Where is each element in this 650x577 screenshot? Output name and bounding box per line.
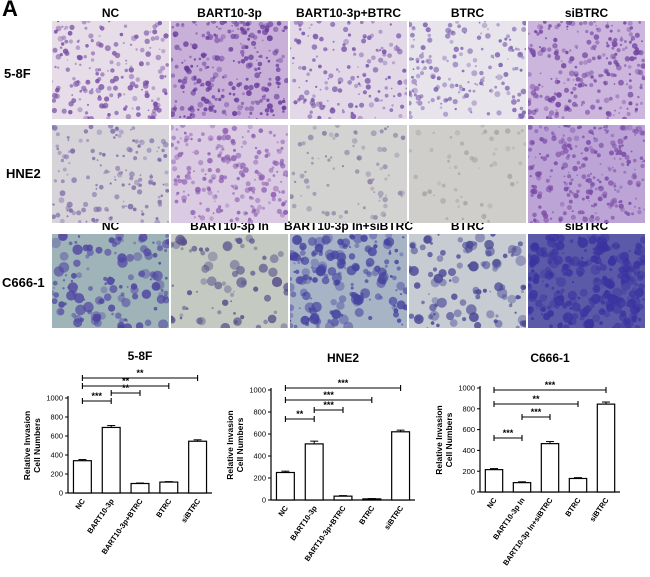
bar bbox=[333, 495, 353, 501]
x-tick-label: BART10-3p bbox=[288, 504, 319, 543]
significance-label: *** bbox=[323, 400, 334, 410]
x-tick-label: BTRC bbox=[563, 496, 583, 519]
bar bbox=[72, 460, 92, 494]
y-tick-label: 200 bbox=[462, 467, 475, 476]
y-tick-label: 800 bbox=[50, 413, 63, 422]
chart-canvas: C666-1 Relative InvasionCell Numbers 0 200 4… bbox=[434, 351, 620, 568]
x-tick-label: BART10-3p bbox=[85, 497, 116, 536]
bar-chart: HNE2 Relative InvasionCell Numbers 0 200 400… bbox=[225, 350, 430, 576]
column-label: BART10-3p bbox=[197, 6, 262, 20]
chart-canvas: 5-8F Relative InvasionCell Numbers 0 200 400… bbox=[22, 349, 212, 556]
x-tick-label: NC bbox=[73, 497, 87, 512]
row-label: HNE2 bbox=[6, 166, 41, 181]
y-tick-label: 600 bbox=[253, 430, 266, 439]
bar bbox=[596, 403, 616, 493]
micrograph-image bbox=[52, 125, 169, 223]
y-tick-label: 600 bbox=[50, 432, 63, 441]
micrograph-image bbox=[409, 234, 526, 328]
significance-label: ** bbox=[122, 376, 130, 386]
y-tick-label: 800 bbox=[462, 404, 475, 413]
y-tick-label: 400 bbox=[253, 452, 266, 461]
bar bbox=[304, 443, 324, 501]
micrograph-image bbox=[52, 21, 169, 119]
y-tick-label: 800 bbox=[253, 408, 266, 417]
bar-chart: C666-1 Relative InvasionCell Numbers 0 200 4… bbox=[428, 350, 648, 576]
x-tick-label: siBTRC bbox=[588, 496, 611, 524]
bar bbox=[512, 482, 532, 493]
y-tick-label: 400 bbox=[462, 446, 475, 455]
micrograph-image bbox=[290, 125, 407, 223]
bar bbox=[130, 482, 150, 494]
row-label: C666-1 bbox=[2, 275, 45, 290]
micrograph-image bbox=[171, 234, 288, 328]
row-label: 5-8F bbox=[4, 66, 31, 81]
significance-label: *** bbox=[92, 391, 103, 401]
significance-label: ** bbox=[136, 368, 144, 378]
significance-label: ** bbox=[532, 394, 540, 404]
y-tick-label: 200 bbox=[50, 470, 63, 479]
micrograph-image bbox=[528, 125, 645, 223]
bar bbox=[568, 477, 588, 493]
micrograph-image bbox=[409, 21, 526, 119]
column-label: BART10-3p+BTRC bbox=[295, 6, 401, 20]
micrograph-image bbox=[528, 21, 645, 119]
significance-label: *** bbox=[338, 378, 349, 388]
significance-label: *** bbox=[545, 380, 556, 390]
y-tick-label: 1000 bbox=[249, 386, 266, 395]
column-label: siBTRC bbox=[564, 6, 609, 20]
x-tick-label: BTRC bbox=[154, 497, 174, 520]
x-tick-label: BART10-3p In+siBTRC bbox=[501, 496, 555, 568]
x-tick-label: BTRC bbox=[357, 504, 377, 527]
micrograph-image bbox=[409, 125, 526, 223]
y-tick-label: 1000 bbox=[46, 394, 63, 403]
significance-label: ** bbox=[122, 383, 130, 393]
chart-title: 5-8F bbox=[128, 349, 153, 363]
chart-title: HNE2 bbox=[327, 351, 359, 365]
column-label: BTRC bbox=[450, 6, 485, 20]
bar bbox=[101, 426, 121, 494]
panel-letter: A bbox=[2, 0, 18, 21]
y-tick-label: 400 bbox=[50, 451, 63, 460]
y-axis-label: Relative InvasionCell Numbers bbox=[225, 410, 245, 479]
bar bbox=[275, 471, 295, 501]
bar-chart: 5-8F Relative InvasionCell Numbers 0 200 400… bbox=[22, 348, 227, 574]
bar bbox=[540, 443, 560, 493]
x-tick-label: siBTRC bbox=[179, 497, 202, 525]
micrograph-image bbox=[290, 21, 407, 119]
x-tick-label: NC bbox=[276, 504, 290, 519]
bar bbox=[159, 481, 179, 494]
y-tick-label: 200 bbox=[253, 474, 266, 483]
micrograph-image bbox=[52, 234, 169, 328]
bar bbox=[391, 431, 411, 501]
y-axis-label: Relative InvasionCell Numbers bbox=[434, 405, 454, 474]
y-tick-label: 0 bbox=[471, 488, 475, 497]
micrograph-image bbox=[171, 21, 288, 119]
y-axis-label: Relative InvasionCell Numbers bbox=[22, 411, 42, 480]
y-tick-label: 600 bbox=[462, 425, 475, 434]
significance-label: *** bbox=[323, 390, 334, 400]
significance-label: *** bbox=[531, 407, 542, 417]
y-tick-label: 0 bbox=[262, 496, 266, 505]
micrograph-image bbox=[171, 125, 288, 223]
micrograph-image bbox=[290, 234, 407, 328]
column-label: NC bbox=[101, 6, 120, 20]
chart-title: C666-1 bbox=[530, 351, 570, 365]
bar bbox=[484, 469, 504, 493]
significance-label: ** bbox=[296, 409, 304, 419]
x-tick-label: NC bbox=[485, 496, 499, 511]
micrograph-image bbox=[528, 234, 645, 328]
chart-canvas: HNE2 Relative InvasionCell Numbers 0 200 400… bbox=[225, 351, 415, 563]
x-tick-label: siBTRC bbox=[382, 504, 405, 532]
y-tick-label: 0 bbox=[59, 489, 63, 498]
y-tick-label: 1000 bbox=[458, 384, 475, 393]
significance-label: *** bbox=[503, 428, 514, 438]
bar bbox=[188, 440, 208, 494]
